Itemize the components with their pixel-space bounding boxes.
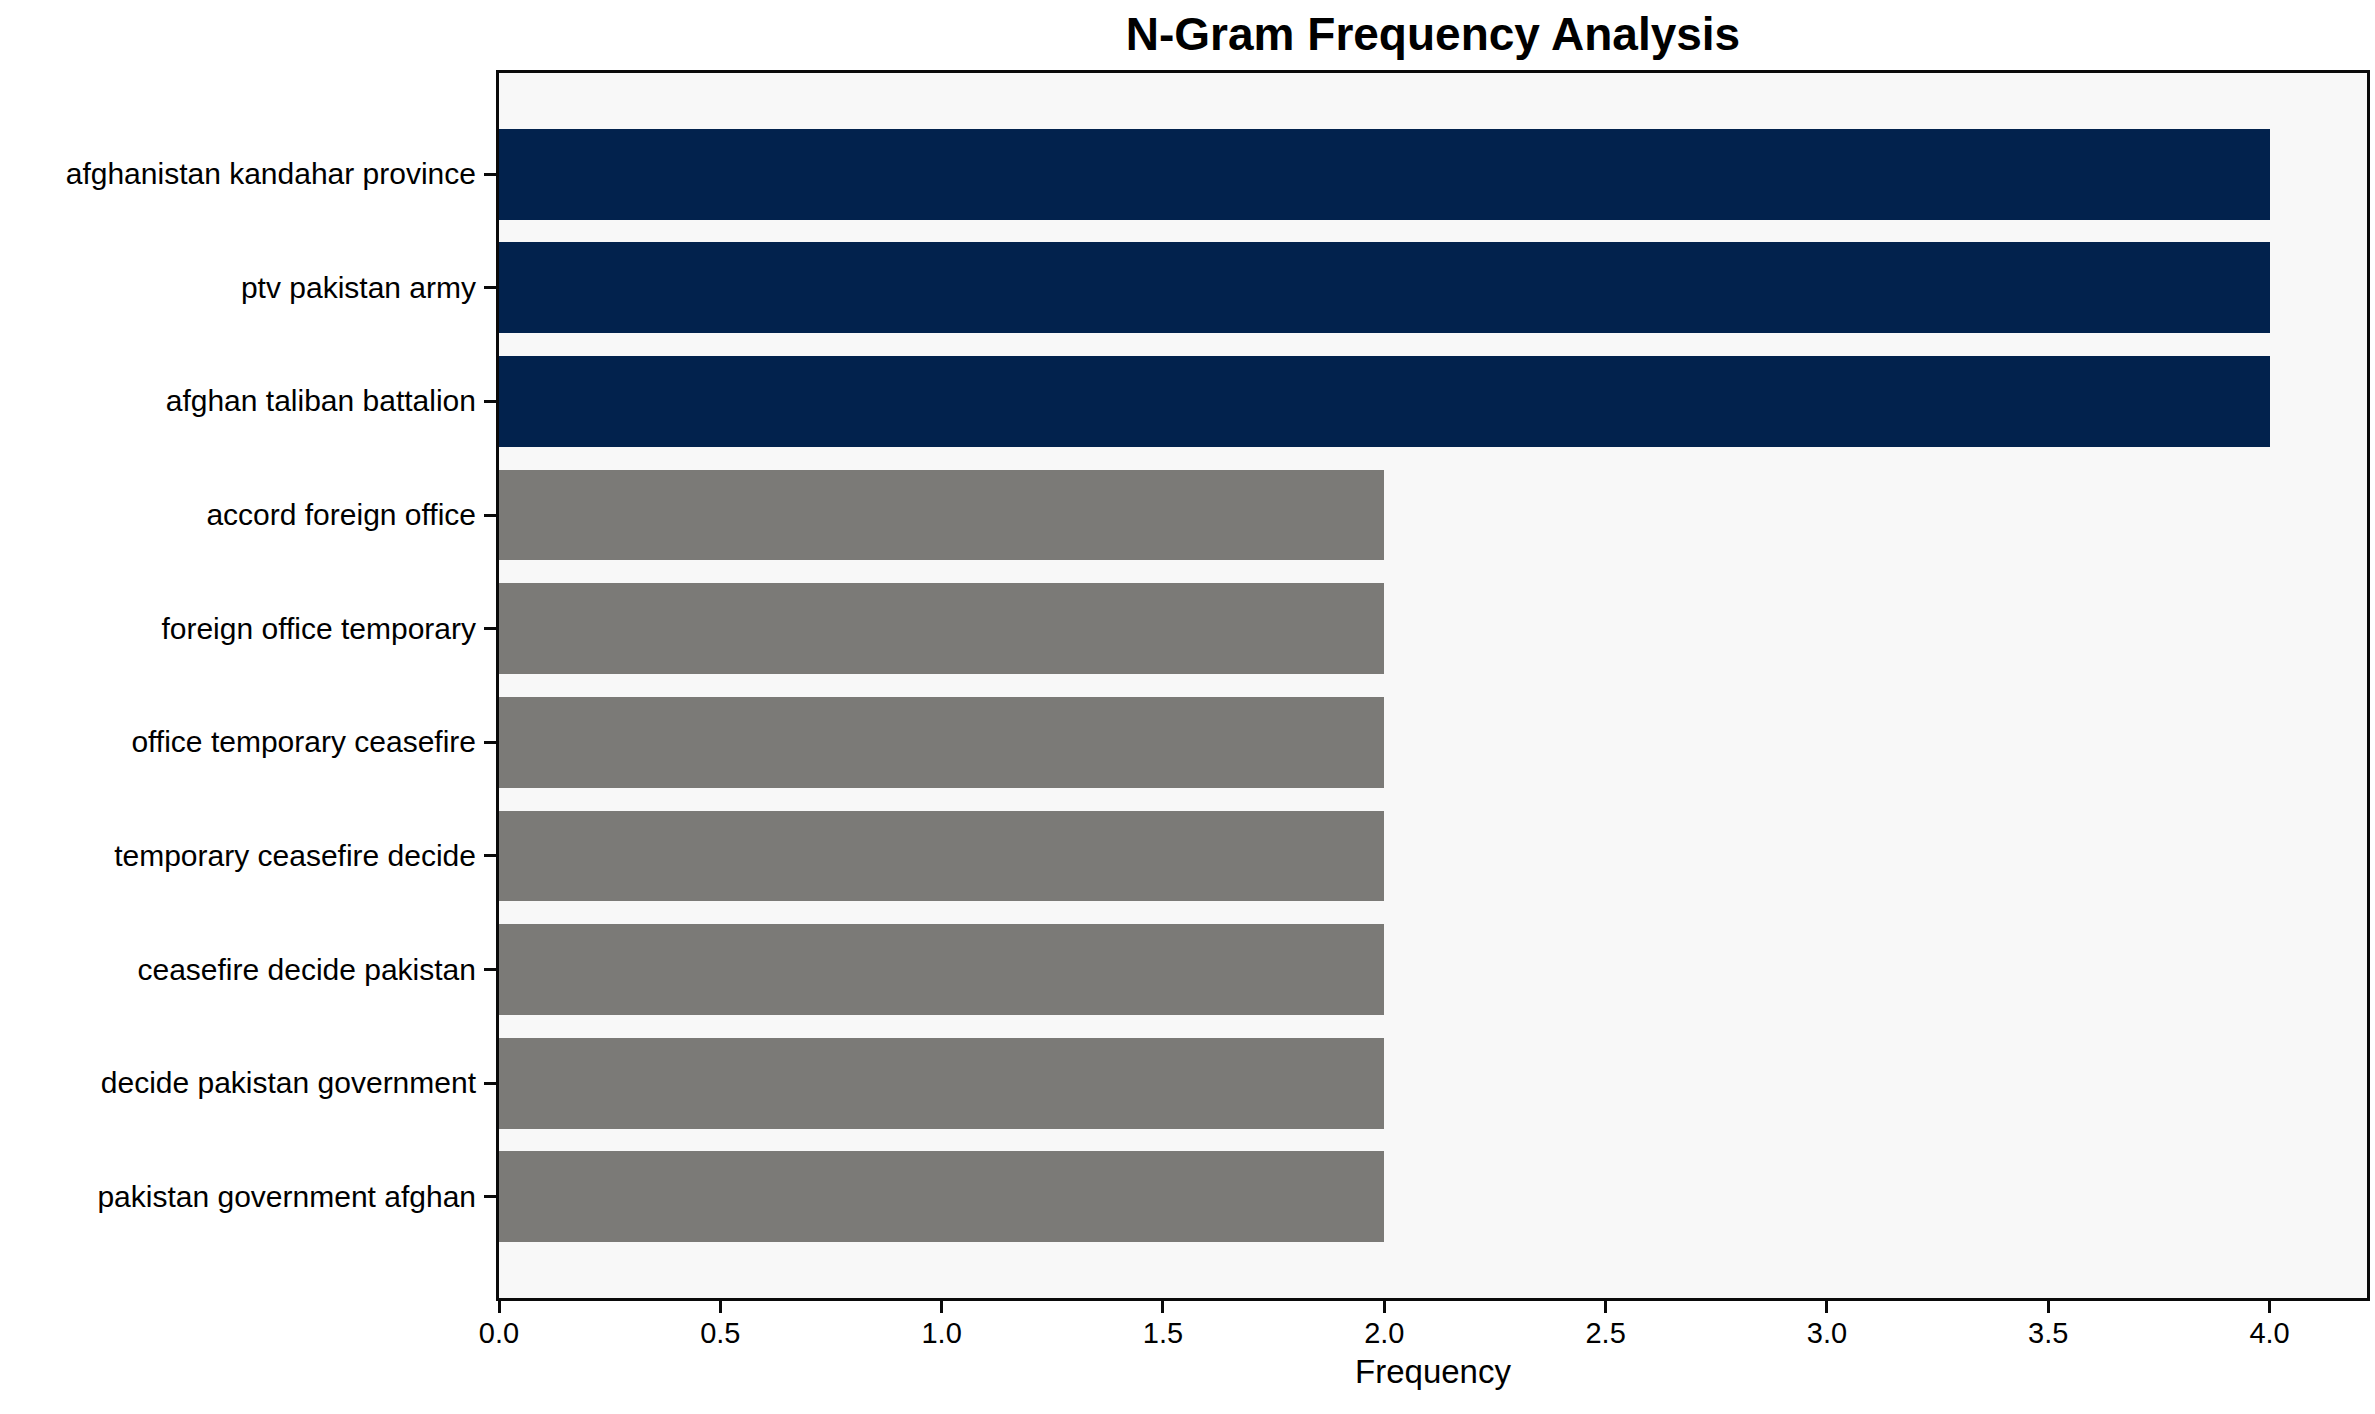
bar-ptv-pakistan-army — [499, 242, 2270, 333]
x-tick-label: 2.0 — [1324, 1316, 1444, 1350]
y-tick-label: afghan taliban battalion — [166, 383, 476, 419]
x-tick-mark — [1383, 1301, 1386, 1313]
x-tick-mark — [940, 1301, 943, 1313]
y-tick-mark — [484, 854, 496, 857]
x-tick-mark — [719, 1301, 722, 1313]
y-tick-mark — [484, 514, 496, 517]
x-tick-mark — [1604, 1301, 1607, 1313]
bar-ceasefire-decide-pakistan — [499, 924, 1384, 1015]
y-tick-mark — [484, 627, 496, 630]
y-tick-mark — [484, 173, 496, 176]
figure: N-Gram Frequency Analysis afghanistan ka… — [0, 0, 2375, 1414]
x-tick-label: 1.5 — [1103, 1316, 1223, 1350]
y-tick-label: ptv pakistan army — [241, 270, 476, 306]
y-tick-label: pakistan government afghan — [97, 1179, 476, 1215]
bar-pakistan-government-afghan — [499, 1151, 1384, 1242]
plot-area — [496, 70, 2370, 1301]
y-tick-label: ceasefire decide pakistan — [137, 952, 476, 988]
bar-accord-foreign-office — [499, 470, 1384, 561]
y-tick-label: accord foreign office — [206, 497, 476, 533]
y-tick-mark — [484, 1082, 496, 1085]
x-tick-mark — [498, 1301, 501, 1313]
bar-afghan-taliban-battalion — [499, 356, 2270, 447]
chart-title: N-Gram Frequency Analysis — [496, 6, 2370, 62]
y-tick-label: foreign office temporary — [161, 611, 476, 647]
bar-office-temporary-ceasefire — [499, 697, 1384, 788]
bar-decide-pakistan-government — [499, 1038, 1384, 1129]
y-tick-mark — [484, 968, 496, 971]
bar-foreign-office-temporary — [499, 583, 1384, 674]
bar-temporary-ceasefire-decide — [499, 811, 1384, 902]
x-tick-label: 4.0 — [2210, 1316, 2330, 1350]
x-tick-mark — [1161, 1301, 1164, 1313]
y-tick-mark — [484, 1195, 496, 1198]
x-tick-mark — [1825, 1301, 1828, 1313]
y-axis-labels: afghanistan kandahar province ptv pakista… — [0, 0, 476, 1414]
x-tick-label: 3.5 — [1988, 1316, 2108, 1350]
y-tick-label: office temporary ceasefire — [131, 724, 476, 760]
x-tick-label: 1.0 — [882, 1316, 1002, 1350]
x-tick-mark — [2047, 1301, 2050, 1313]
y-tick-mark — [484, 741, 496, 744]
x-tick-label: 3.0 — [1767, 1316, 1887, 1350]
x-tick-label: 0.5 — [660, 1316, 780, 1350]
x-tick-mark — [2268, 1301, 2271, 1313]
y-tick-mark — [484, 400, 496, 403]
y-tick-label: afghanistan kandahar province — [66, 156, 476, 192]
y-tick-label: temporary ceasefire decide — [114, 838, 476, 874]
bar-afghanistan-kandahar-province — [499, 129, 2270, 220]
x-tick-label: 2.5 — [1546, 1316, 1666, 1350]
x-tick-label: 0.0 — [439, 1316, 559, 1350]
y-tick-mark — [484, 286, 496, 289]
y-tick-label: decide pakistan government — [101, 1065, 476, 1101]
x-axis-title: Frequency — [496, 1352, 2370, 1392]
